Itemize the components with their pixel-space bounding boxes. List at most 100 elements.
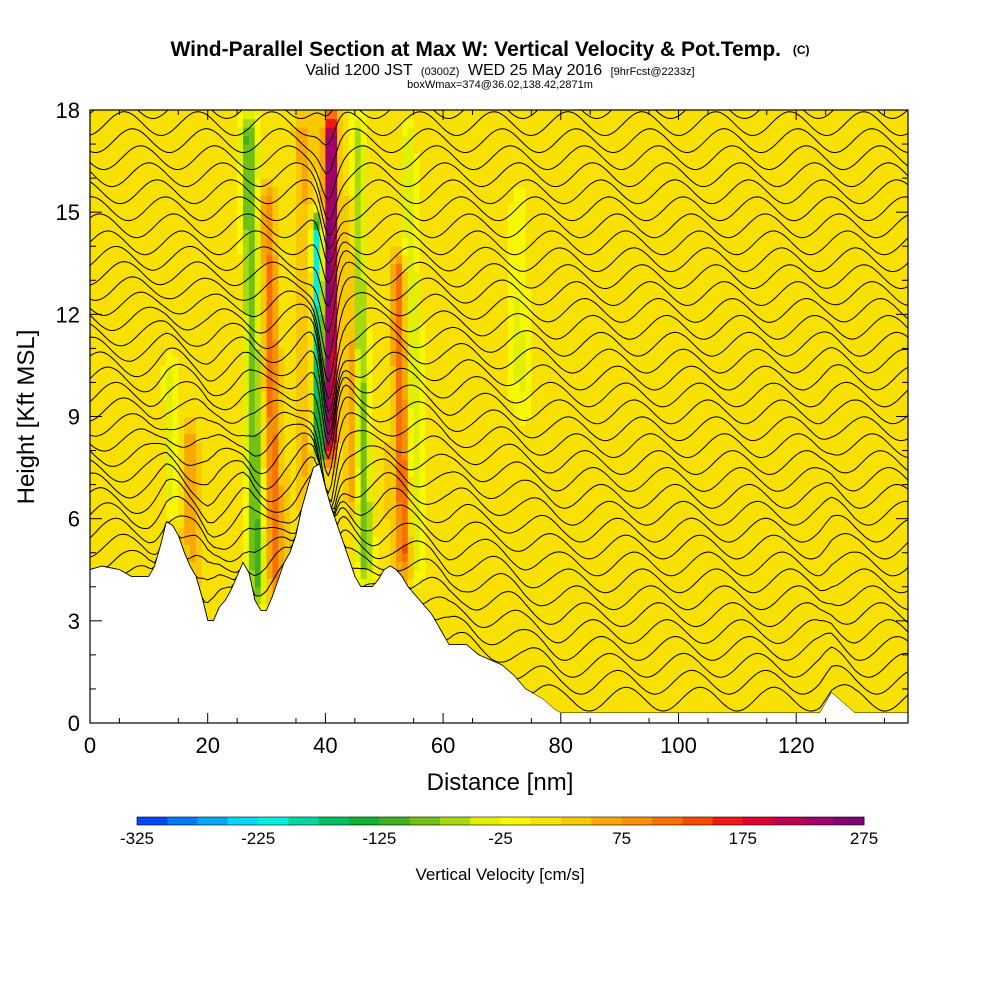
velocity-cell (260, 407, 268, 418)
velocity-cell (354, 407, 362, 418)
velocity-cell (278, 390, 285, 401)
velocity-cell (243, 433, 250, 443)
velocity-cell (490, 348, 497, 358)
velocity-cell (260, 254, 268, 264)
velocity-cell (254, 390, 262, 401)
velocity-cell (443, 288, 450, 298)
velocity-cell (460, 552, 468, 562)
velocity-cell (207, 535, 215, 545)
velocity-cell (360, 186, 368, 196)
velocity-cell (378, 118, 385, 128)
velocity-cell (295, 195, 303, 205)
velocity-cell (254, 373, 262, 384)
velocity-cell (478, 220, 485, 230)
velocity-cell (195, 348, 203, 358)
velocity-cell (248, 118, 256, 128)
velocity-cell (166, 169, 173, 179)
velocity-cell (366, 442, 374, 452)
velocity-cell (443, 161, 450, 171)
velocity-cell (184, 544, 191, 554)
velocity-cell (295, 433, 303, 443)
velocity-cell (401, 314, 409, 324)
velocity-cell (131, 220, 138, 230)
velocity-cell (290, 288, 297, 298)
velocity-cell (254, 356, 262, 367)
velocity-cell (142, 348, 150, 358)
velocity-cell (231, 288, 238, 298)
velocity-cell (272, 501, 279, 511)
velocity-cell (360, 501, 368, 511)
velocity-cell (190, 314, 197, 324)
velocity-cell (425, 510, 432, 520)
velocity-cell (290, 442, 297, 452)
velocity-cell (466, 637, 474, 647)
velocity-cell (225, 561, 232, 571)
velocity-cell (443, 518, 450, 528)
velocity-cell (195, 229, 203, 239)
velocity-cell (131, 127, 138, 137)
velocity-cell (454, 544, 462, 554)
velocity-cell (260, 373, 268, 384)
velocity-cell (425, 297, 432, 307)
velocity-cell (407, 535, 415, 545)
velocity-cell (190, 433, 197, 443)
velocity-cell (201, 425, 209, 435)
velocity-cell (243, 322, 250, 332)
velocity-cell (237, 527, 244, 537)
velocity-cell (231, 561, 238, 571)
velocity-cell (307, 356, 315, 367)
velocity-cell (343, 373, 350, 384)
velocity-cell (425, 467, 432, 477)
velocity-cell (266, 450, 274, 460)
velocity-cell (372, 544, 379, 554)
velocity-cell (95, 127, 103, 137)
velocity-cell (419, 314, 427, 324)
velocity-cell (184, 110, 191, 120)
velocity-cell (166, 263, 173, 273)
velocity-cell (437, 314, 444, 324)
velocity-cell (272, 263, 279, 273)
velocity-cell (484, 203, 491, 213)
velocity-cell (195, 169, 203, 179)
velocity-cell (154, 442, 162, 452)
velocity-cell (478, 646, 485, 656)
velocity-cell (437, 425, 444, 435)
velocity-cell (248, 169, 256, 179)
velocity-cell (478, 297, 485, 307)
velocity-cell (107, 161, 115, 171)
velocity-cell (419, 586, 427, 596)
velocity-cell (207, 127, 215, 137)
velocity-cell (272, 416, 279, 426)
velocity-cell (478, 110, 485, 120)
velocity-cell (119, 220, 126, 230)
velocity-cell (201, 561, 209, 571)
velocity-cell (443, 459, 450, 469)
velocity-cell (448, 535, 456, 545)
velocity-cell (248, 322, 256, 332)
velocity-cell (384, 510, 391, 520)
velocity-cell (360, 442, 368, 452)
velocity-cell (148, 246, 156, 256)
velocity-cell (431, 161, 438, 171)
velocity-cell (419, 178, 427, 188)
velocity-cell (343, 135, 350, 145)
velocity-cell (142, 186, 150, 196)
velocity-cell (237, 246, 244, 256)
velocity-cell (225, 186, 232, 196)
velocity-cell (431, 135, 438, 145)
velocity-cell (466, 263, 474, 273)
velocity-cell (343, 229, 350, 239)
velocity-cell (407, 195, 415, 205)
velocity-cell (478, 629, 485, 639)
velocity-cell (142, 484, 150, 494)
velocity-cell (354, 442, 362, 452)
velocity-cell (248, 416, 256, 426)
velocity-cell (454, 288, 462, 298)
velocity-cell (243, 390, 250, 401)
velocity-cell (142, 442, 150, 452)
velocity-cell (290, 314, 297, 324)
velocity-cell (190, 484, 197, 494)
velocity-cell (278, 356, 285, 367)
velocity-cell (254, 322, 262, 332)
velocity-cell (301, 442, 309, 452)
